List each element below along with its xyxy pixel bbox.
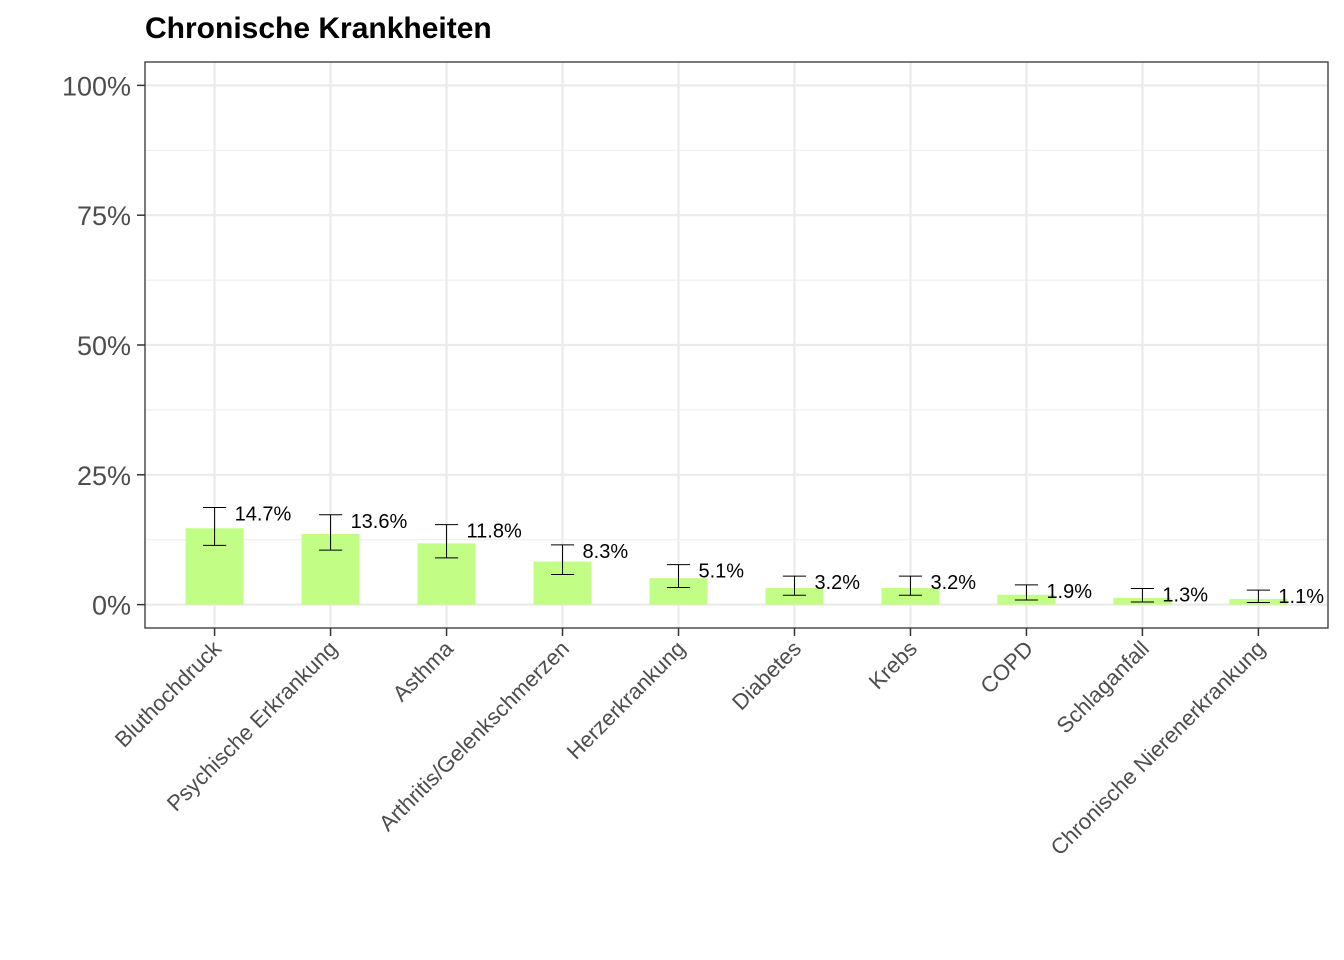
- data-label: 13.6%: [351, 511, 408, 533]
- error-bar: [550, 544, 575, 576]
- bar: [881, 588, 940, 605]
- error-bar: [1246, 589, 1271, 604]
- y-tick-label: 75%: [77, 201, 131, 231]
- minor-gridlines: [145, 149, 1328, 541]
- x-tick-label: Asthma: [388, 635, 459, 706]
- error-bar: [1130, 588, 1155, 603]
- error-bar: [434, 524, 459, 559]
- error-bar: [782, 575, 807, 596]
- data-label: 1.3%: [1162, 585, 1208, 607]
- data-labels: 14.7% 13.6% 11.8% 8.3% 5.1% 3.2% 3.2% 1.9% 1.3% 1…: [235, 504, 1325, 609]
- error-bar: [318, 514, 343, 551]
- data-label: 3.2%: [814, 572, 860, 594]
- x-tick-label: Chronische Nierenerkrankung: [1046, 636, 1270, 860]
- error-bar: [666, 564, 691, 588]
- bar: [765, 588, 824, 605]
- error-bar: [898, 575, 923, 596]
- chart-title: Chronische Krankheiten: [145, 12, 492, 45]
- x-tick-label: Krebs: [864, 636, 922, 694]
- y-axis: 0% 25% 50% 75% 100%: [62, 71, 145, 621]
- error-bars: [202, 507, 1271, 604]
- y-tick-label: 50%: [77, 331, 131, 361]
- x-tick-label: Herzerkrankung: [562, 636, 690, 764]
- x-tick-label: Bluthochdruck: [110, 635, 227, 752]
- major-gridlines: [145, 62, 1328, 628]
- x-tick-label: Schlaganfall: [1052, 636, 1154, 738]
- y-tick-label: 25%: [77, 461, 131, 491]
- y-tick-label: 100%: [62, 71, 131, 101]
- y-tick-label: 0%: [92, 591, 131, 621]
- data-label: 1.1%: [1278, 586, 1324, 608]
- error-bar: [1014, 584, 1039, 601]
- error-bar: [202, 507, 227, 546]
- x-tick-label: COPD: [975, 636, 1038, 699]
- data-label: 5.1%: [699, 561, 745, 583]
- x-tick-label: Diabetes: [727, 636, 806, 715]
- data-label: 11.8%: [467, 521, 522, 543]
- x-tick-label: Arthritis/Gelenkschmerzen: [374, 636, 574, 836]
- data-label: 1.9%: [1046, 581, 1092, 603]
- data-label: 8.3%: [583, 541, 629, 563]
- data-label: 3.2%: [930, 572, 976, 594]
- data-label: 14.7%: [235, 504, 292, 526]
